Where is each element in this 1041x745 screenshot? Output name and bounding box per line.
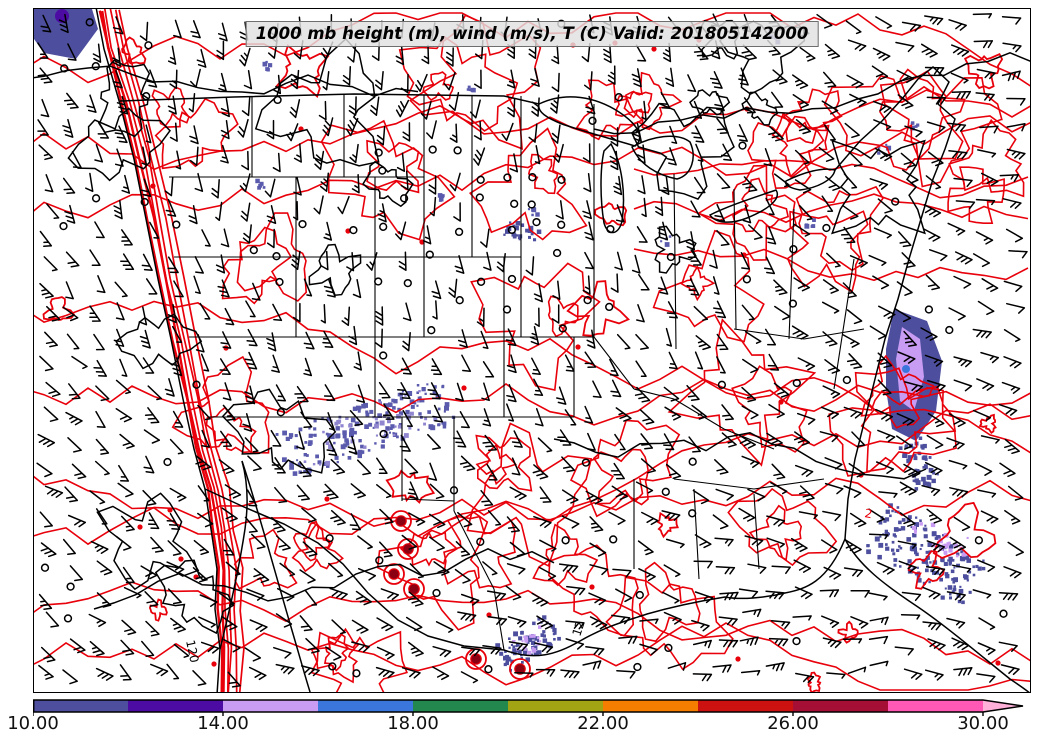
colorbar-segment [413, 700, 508, 712]
colorbar-segment [128, 700, 223, 712]
colorbar-tick-label: 30.00 [957, 713, 1009, 734]
contour-label: 120 [183, 639, 201, 664]
map-area: 120 12 2 1000 mb height (m), wind (m/s), T… [33, 8, 1031, 693]
colorbar-tick-label: 10.00 [7, 713, 59, 734]
colorbar-segment [793, 700, 888, 712]
colorbar-segment [698, 700, 793, 712]
contour-label: 12 [570, 619, 588, 638]
contour-label: 2 [863, 506, 873, 521]
colorbar-segment [603, 700, 698, 712]
height-contours-layer [34, 19, 1030, 635]
colorbar-segment [508, 700, 603, 712]
colorbar-tick-label: 26.00 [767, 713, 819, 734]
contour-labels-layer: 120 12 2 [183, 506, 873, 664]
colorbar-segment [888, 700, 983, 712]
colorbar-segment [223, 700, 318, 712]
colorbar-segment [318, 700, 413, 712]
map-canvas: 120 12 2 [34, 9, 1030, 692]
map-title: 1000 mb height (m), wind (m/s), T (C) Va… [245, 21, 819, 47]
colorbar-tick-label: 14.00 [197, 713, 249, 734]
colorbar-overflow-arrow [983, 700, 1023, 712]
colorbar-segment [33, 700, 128, 712]
colorbar-tick-label: 22.00 [577, 713, 629, 734]
colorbar-tick-label: 18.00 [387, 713, 439, 734]
colorbar [33, 699, 1024, 716]
